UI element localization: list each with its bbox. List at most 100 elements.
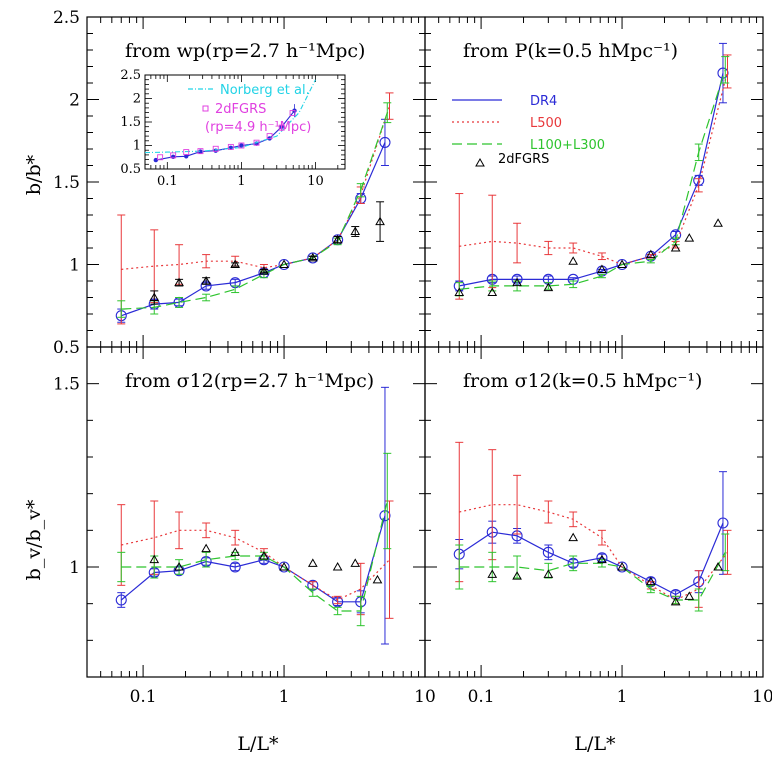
series-line-dr4	[459, 72, 724, 287]
inset-x-tick-label: 1	[237, 174, 245, 189]
point-dr4	[115, 594, 127, 606]
point-2dfgrs	[279, 259, 289, 268]
point-2dfgrs	[568, 256, 579, 265]
point-2dfgrs	[174, 561, 184, 571]
x-tick-label: 0.1	[130, 687, 157, 707]
inset-point-dr4	[198, 149, 203, 154]
inset-x-tick-label: 10	[307, 174, 324, 189]
point-2dfgrs	[372, 574, 383, 584]
point-2dfgrs	[617, 259, 627, 268]
series-line-l500	[121, 529, 390, 601]
point-2dfgrs	[597, 264, 607, 273]
series-line-dr4	[120, 515, 386, 603]
point-2dfgrs	[487, 287, 498, 297]
panel-title: from σ12(rp=2.7 h⁻¹Mpc)	[125, 370, 374, 392]
point-2dfgrs	[259, 266, 269, 275]
inset-legend: Norberg et al. 2dFGRS (rp=4.9 h⁻¹Mpc)	[188, 83, 311, 135]
series-line-l100l300	[459, 552, 726, 601]
inset: 0.5 1 1.5 2 2.5 0.1 1 10	[120, 68, 346, 189]
y-tick-label: 0.5	[53, 338, 80, 358]
point-2dfgrs	[487, 569, 498, 578]
series-line-l500	[459, 504, 728, 601]
inset-point-2dfgrs	[238, 142, 245, 149]
x-axis-label-left: L/L*	[237, 733, 279, 755]
point-2dfgrs	[174, 277, 184, 287]
inset-legend-square-icon	[202, 105, 209, 112]
legend-2dfgrs: 2dFGRS	[498, 152, 549, 167]
inset-point-2dfgrs	[278, 124, 285, 131]
inset-y-tick-label: 2	[133, 92, 141, 107]
inset-point-2dfgrs	[183, 149, 190, 156]
point-2dfgrs	[645, 576, 656, 586]
inset-point-2dfgrs	[170, 152, 177, 159]
inset-point-dr4	[279, 124, 284, 129]
inset-point-dr4	[239, 143, 244, 148]
panel-frame	[424, 346, 764, 678]
point-2dfgrs	[230, 547, 241, 556]
panel-frame	[86, 346, 426, 678]
point-2dfgrs	[543, 569, 554, 578]
point-2dfgrs	[375, 216, 385, 226]
y-axis-label-bottom: b_v/b_v*	[23, 499, 45, 580]
legend-dr4: DR4	[530, 94, 557, 109]
series-line-l100l300	[459, 69, 726, 290]
point-2dfgrs	[149, 292, 160, 301]
point-2dfgrs	[350, 558, 361, 567]
inset-point-2dfgrs	[212, 145, 219, 152]
inset-x-tick-label: 0.1	[157, 174, 178, 189]
inset-frame	[144, 74, 346, 170]
panel-top-right: from P(k=0.5 hMpc⁻¹)	[424, 16, 764, 348]
point-2dfgrs	[307, 558, 318, 567]
inset-point-2dfgrs	[253, 139, 260, 146]
series-line-l100l300	[121, 112, 388, 310]
y-tick-label: 2	[69, 91, 80, 111]
point-2dfgrs	[684, 591, 695, 600]
inset-legend-2dfgrs: 2dFGRS	[215, 102, 266, 117]
y-axis-label-top: b/b*	[23, 154, 45, 195]
point-dr4	[379, 136, 391, 148]
y-tick-label: 1	[69, 256, 80, 276]
point-dr4	[229, 561, 241, 573]
point-2dfgrs	[597, 554, 607, 564]
x-tick-label: 1	[617, 687, 628, 707]
point-2dfgrs	[332, 561, 343, 571]
panel-title: from wp(rp=2.7 h⁻¹Mpc)	[125, 40, 365, 62]
inset-y-tick-label: 1.5	[120, 115, 141, 130]
point-2dfgrs	[617, 561, 627, 571]
point-2dfgrs	[670, 242, 681, 252]
x-axis-label-right: L/L*	[574, 733, 616, 755]
point-dr4	[542, 546, 554, 558]
legend-2dfgrs-icon	[475, 157, 485, 167]
inset-point-2dfgrs	[227, 143, 234, 150]
inset-point-2dfgrs	[289, 110, 296, 117]
inset-series-norberg	[144, 79, 316, 154]
point-2dfgrs	[568, 532, 579, 542]
panel-frame	[424, 16, 764, 348]
x-tick-label: 10	[752, 687, 772, 707]
point-2dfgrs	[350, 226, 361, 235]
point-2dfgrs	[201, 275, 211, 285]
panel-title: from σ12(k=0.5 hMpc⁻¹)	[463, 370, 702, 392]
point-2dfgrs	[512, 571, 522, 580]
y-tick-label: 1	[69, 558, 80, 578]
series-line-l100l300	[121, 500, 388, 612]
legend-l500: L500	[530, 116, 562, 131]
point-2dfgrs	[670, 596, 681, 606]
y-tick-label: 1.5	[53, 375, 80, 395]
inset-point-2dfgrs	[197, 148, 204, 155]
point-2dfgrs	[454, 287, 465, 297]
point-2dfgrs	[684, 233, 695, 242]
inset-point-dr4	[213, 148, 218, 153]
point-2dfgrs	[713, 561, 723, 571]
y-tick-label: 1.5	[53, 173, 80, 193]
point-2dfgrs	[307, 252, 318, 262]
inset-legend-2dfgrs-sub: (rp=4.9 h⁻¹Mpc)	[205, 120, 311, 135]
y-tick-label: 2.5	[53, 8, 80, 28]
inset-point-2dfgrs	[266, 133, 273, 140]
point-2dfgrs	[332, 234, 343, 244]
inset-legend-norberg: Norberg et al.	[220, 83, 310, 98]
inset-y-tick-label: 0.5	[120, 162, 141, 177]
point-2dfgrs	[713, 218, 723, 227]
x-tick-label: 10	[414, 687, 436, 707]
